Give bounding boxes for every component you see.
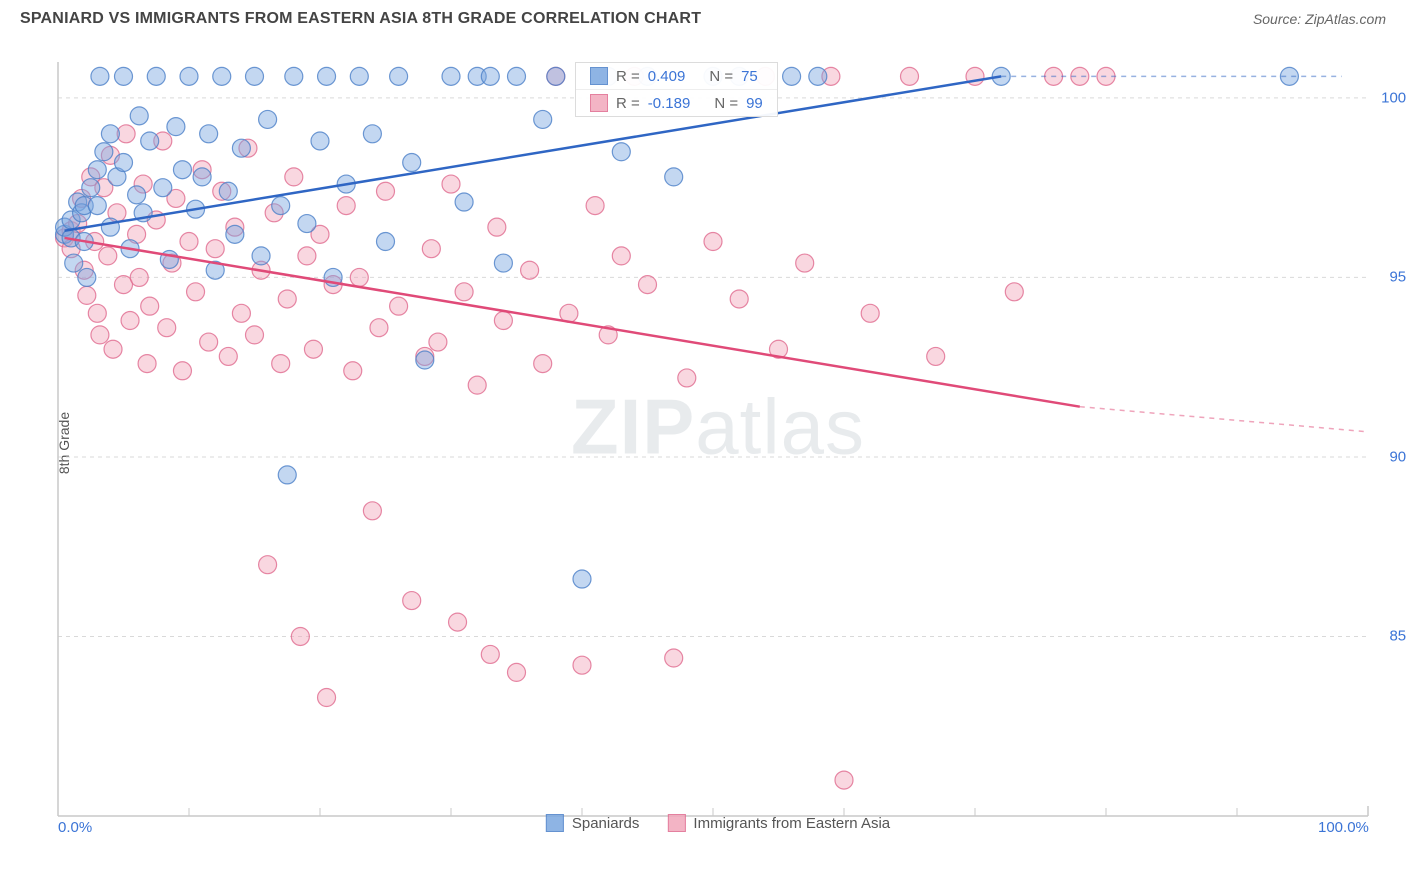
legend-item-eastern-asia: Immigrants from Eastern Asia	[667, 814, 890, 832]
x-tick-label: 100.0%	[1318, 819, 1369, 836]
r-value-eastern-asia: -0.189	[648, 95, 691, 112]
y-tick-label: 85.0%	[1389, 628, 1406, 645]
n-value-eastern-asia: 99	[746, 95, 763, 112]
r-label: R =	[616, 68, 640, 85]
scatter-plot	[50, 48, 1386, 838]
legend-item-spaniards: Spaniards	[546, 814, 640, 832]
y-tick-label: 100.0%	[1381, 89, 1406, 106]
source-name: ZipAtlas.com	[1305, 11, 1386, 27]
r-value-spaniards: 0.409	[648, 68, 686, 85]
n-label: N =	[714, 95, 738, 112]
r-label: R =	[616, 95, 640, 112]
y-tick-label: 90.0%	[1389, 448, 1406, 465]
source-prefix: Source:	[1253, 11, 1305, 27]
chart-area: 8th Grade ZIPatlas R = 0.409 N = 75 R = …	[50, 48, 1386, 838]
correlation-legend: R = 0.409 N = 75 R = -0.189 N = 99	[575, 62, 778, 117]
n-label: N =	[709, 68, 733, 85]
legend-label-spaniards: Spaniards	[572, 815, 640, 832]
y-tick-label: 95.0%	[1389, 269, 1406, 286]
x-tick-label: 0.0%	[58, 819, 92, 836]
correlation-row-spaniards: R = 0.409 N = 75	[576, 63, 777, 89]
series-legend: Spaniards Immigrants from Eastern Asia	[546, 814, 890, 832]
correlation-row-eastern-asia: R = -0.189 N = 99	[576, 89, 777, 116]
swatch-spaniards	[546, 814, 564, 832]
chart-title: SPANIARD VS IMMIGRANTS FROM EASTERN ASIA…	[20, 10, 701, 28]
swatch-eastern-asia	[590, 94, 608, 112]
swatch-eastern-asia	[667, 814, 685, 832]
legend-label-eastern-asia: Immigrants from Eastern Asia	[693, 815, 890, 832]
source-attribution: Source: ZipAtlas.com	[1253, 11, 1386, 27]
swatch-spaniards	[590, 67, 608, 85]
n-value-spaniards: 75	[741, 68, 758, 85]
